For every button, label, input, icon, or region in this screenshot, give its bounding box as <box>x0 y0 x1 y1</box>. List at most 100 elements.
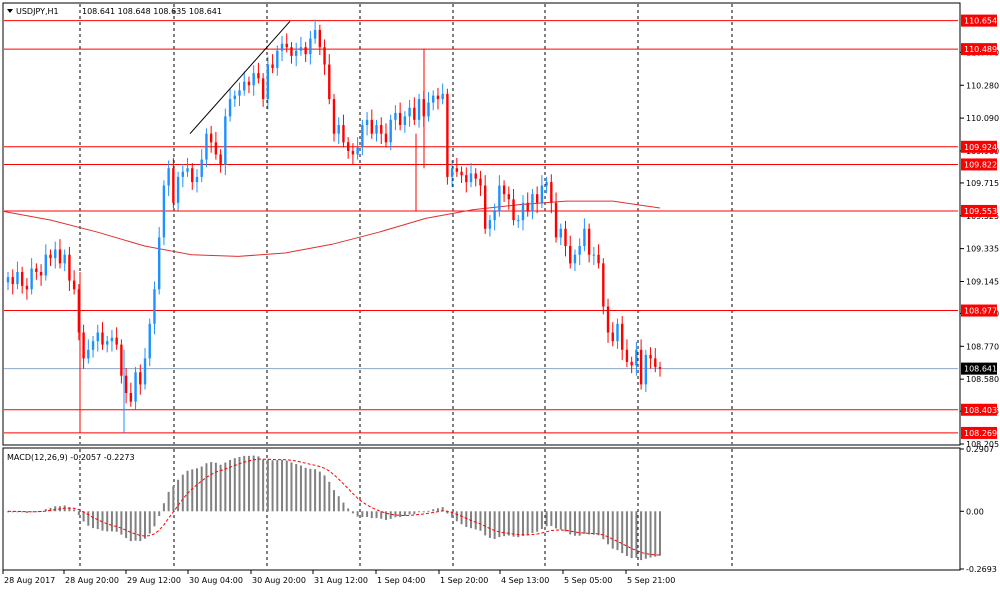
macd-bar <box>422 511 425 513</box>
macd-bar <box>356 511 359 517</box>
level-label-box <box>961 158 997 171</box>
time-tick-label: 5 Sep 05:00 <box>564 576 612 585</box>
macd-bar <box>186 470 189 512</box>
level-label: 109.924 <box>964 143 997 152</box>
candle-body <box>280 43 284 51</box>
candle-body <box>205 133 208 160</box>
time-tick-label: 30 Aug 20:00 <box>252 576 306 585</box>
candle-body <box>441 93 444 100</box>
price-tick-label: 110.090 <box>966 114 999 123</box>
candle-body <box>602 263 605 307</box>
macd-bar <box>21 511 24 513</box>
macd-bar <box>200 466 203 512</box>
macd-bar <box>139 511 142 542</box>
candle-body <box>172 168 175 203</box>
macd-bar <box>640 511 643 561</box>
level-label: 108.269 <box>964 429 997 438</box>
price-tick-label: 110.280 <box>966 81 999 90</box>
chevron-down-icon[interactable] <box>7 9 13 13</box>
macd-bar <box>351 511 354 514</box>
macd-bar <box>503 511 506 537</box>
macd-bar <box>526 511 529 536</box>
candle-body <box>361 125 364 148</box>
macd-bar <box>299 465 302 512</box>
macd-bar <box>73 509 76 512</box>
candle-body <box>342 125 345 143</box>
macd-bar <box>427 510 430 512</box>
candle-body <box>346 142 350 151</box>
candle-body <box>110 337 114 342</box>
candle-body <box>238 90 241 96</box>
candle-body <box>658 367 662 369</box>
candle-body <box>247 81 251 86</box>
macd-bar <box>106 511 109 532</box>
macd-bar <box>153 511 156 527</box>
candle-body <box>380 125 383 134</box>
candle-body <box>413 107 416 120</box>
level-label-box <box>961 426 997 439</box>
macd-bar <box>110 511 113 532</box>
candle-body <box>181 171 185 177</box>
time-tick-label: 30 Aug 04:00 <box>189 576 243 585</box>
macd-bar <box>129 511 132 542</box>
candle-body <box>375 125 378 134</box>
candle-body <box>16 271 19 285</box>
macd-bar <box>625 511 628 557</box>
macd-bar <box>125 511 128 539</box>
candle-body <box>129 392 133 402</box>
macd-bar <box>644 511 647 559</box>
macd-bar <box>621 511 624 554</box>
candle-body <box>153 289 156 324</box>
macd-bar <box>460 511 463 525</box>
candle-body <box>276 50 279 68</box>
candle-body <box>157 237 161 290</box>
macd-bar <box>233 458 236 512</box>
candle-body <box>465 175 468 183</box>
level-label-box <box>961 14 997 27</box>
macd-bar <box>616 511 619 551</box>
candle-body <box>134 372 137 402</box>
candle-body <box>68 254 71 281</box>
macd-bar <box>115 511 118 532</box>
candle-body <box>545 182 548 186</box>
macd-bar <box>394 511 397 518</box>
candle-body <box>39 271 43 276</box>
macd-bar <box>16 511 19 513</box>
candle-body <box>200 159 203 177</box>
candle-body <box>304 47 307 55</box>
macd-bar <box>498 511 501 538</box>
macd-bar <box>569 511 572 535</box>
macd-bar <box>68 507 71 512</box>
macd-bar <box>455 511 458 522</box>
price-tick-label: 109.335 <box>966 245 999 254</box>
candle-body <box>49 254 52 259</box>
macd-bar <box>323 475 326 512</box>
macd-bar <box>148 511 151 534</box>
candle-body <box>214 142 218 155</box>
macd-bar <box>630 511 633 559</box>
candle-body <box>587 228 591 255</box>
macd-bar <box>120 511 123 535</box>
candle-body <box>139 372 142 385</box>
candle-body <box>625 349 629 362</box>
macd-signal-line <box>7 458 661 556</box>
macd-bar <box>611 511 614 549</box>
macd-bar <box>304 467 307 512</box>
candle-body <box>228 99 232 117</box>
macd-bar <box>441 507 444 512</box>
candle-body <box>408 107 411 117</box>
candle-body <box>6 277 10 283</box>
macd-bar <box>446 511 449 514</box>
candle-body <box>328 64 331 100</box>
candle-body <box>502 185 506 195</box>
macd-bar <box>654 511 657 557</box>
current-price-box <box>961 362 997 375</box>
macd-bar <box>507 511 510 536</box>
candle-body <box>592 254 596 256</box>
macd-bar <box>87 511 90 526</box>
time-tick-label: 28 Aug 2017 <box>4 576 55 585</box>
macd-bar <box>399 511 402 518</box>
macd-bar <box>361 511 364 518</box>
macd-bar <box>607 511 610 545</box>
